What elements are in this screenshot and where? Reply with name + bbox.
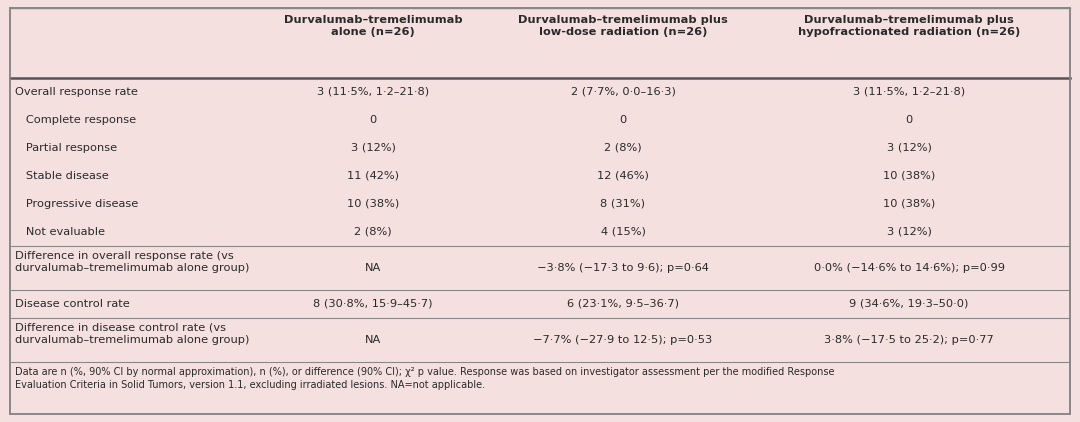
Text: 10 (38%): 10 (38%) xyxy=(882,171,935,181)
Text: 3 (11·5%, 1·2–21·8): 3 (11·5%, 1·2–21·8) xyxy=(853,87,966,97)
Text: Data are n (%, 90% CI by normal approximation), n (%), or difference (90% CI); χ: Data are n (%, 90% CI by normal approxim… xyxy=(15,367,835,377)
Text: 10 (38%): 10 (38%) xyxy=(347,199,400,209)
Text: 0·0% (−14·6% to 14·6%); p=0·99: 0·0% (−14·6% to 14·6%); p=0·99 xyxy=(813,263,1004,273)
Text: 2 (7·7%, 0·0–16·3): 2 (7·7%, 0·0–16·3) xyxy=(570,87,675,97)
Text: Durvalumab–tremelimumab plus
low-dose radiation (n=26): Durvalumab–tremelimumab plus low-dose ra… xyxy=(518,15,728,37)
Text: 3 (11·5%, 1·2–21·8): 3 (11·5%, 1·2–21·8) xyxy=(316,87,429,97)
Text: 0: 0 xyxy=(905,115,913,125)
Text: Difference in disease control rate (vs
durvalumab–tremelimumab alone group): Difference in disease control rate (vs d… xyxy=(15,323,249,345)
Text: Partial response: Partial response xyxy=(15,143,117,153)
Text: 8 (30·8%, 15·9–45·7): 8 (30·8%, 15·9–45·7) xyxy=(313,299,433,309)
Text: 9 (34·6%, 19·3–50·0): 9 (34·6%, 19·3–50·0) xyxy=(849,299,969,309)
Text: −7·7% (−27·9 to 12·5); p=0·53: −7·7% (−27·9 to 12·5); p=0·53 xyxy=(534,335,713,345)
Text: Progressive disease: Progressive disease xyxy=(15,199,138,209)
Text: 0: 0 xyxy=(369,115,377,125)
Text: NA: NA xyxy=(365,335,381,345)
Text: Durvalumab–tremelimumab
alone (n=26): Durvalumab–tremelimumab alone (n=26) xyxy=(284,15,462,37)
Text: 3 (12%): 3 (12%) xyxy=(351,143,395,153)
Text: 3·8% (−17·5 to 25·2); p=0·77: 3·8% (−17·5 to 25·2); p=0·77 xyxy=(824,335,994,345)
Text: 2 (8%): 2 (8%) xyxy=(604,143,642,153)
Text: Overall response rate: Overall response rate xyxy=(15,87,138,97)
Text: 3 (12%): 3 (12%) xyxy=(887,143,931,153)
Text: −3·8% (−17·3 to 9·6); p=0·64: −3·8% (−17·3 to 9·6); p=0·64 xyxy=(537,263,708,273)
Text: Complete response: Complete response xyxy=(15,115,136,125)
Text: 0: 0 xyxy=(619,115,626,125)
Text: Not evaluable: Not evaluable xyxy=(15,227,105,237)
Text: NA: NA xyxy=(365,263,381,273)
Text: Durvalumab–tremelimumab plus
hypofractionated radiation (n=26): Durvalumab–tremelimumab plus hypofractio… xyxy=(798,15,1021,37)
Text: 12 (46%): 12 (46%) xyxy=(597,171,649,181)
Text: 6 (23·1%, 9·5–36·7): 6 (23·1%, 9·5–36·7) xyxy=(567,299,679,309)
Text: 2 (8%): 2 (8%) xyxy=(354,227,392,237)
Text: Stable disease: Stable disease xyxy=(15,171,109,181)
Text: Difference in overall response rate (vs
durvalumab–tremelimumab alone group): Difference in overall response rate (vs … xyxy=(15,251,249,273)
Text: 11 (42%): 11 (42%) xyxy=(347,171,399,181)
Text: 8 (31%): 8 (31%) xyxy=(600,199,646,209)
Text: Evaluation Criteria in Solid Tumors, version 1.1, excluding irradiated lesions. : Evaluation Criteria in Solid Tumors, ver… xyxy=(15,380,485,390)
Text: 4 (15%): 4 (15%) xyxy=(600,227,646,237)
Text: 10 (38%): 10 (38%) xyxy=(882,199,935,209)
Text: Disease control rate: Disease control rate xyxy=(15,299,130,309)
Text: 3 (12%): 3 (12%) xyxy=(887,227,931,237)
